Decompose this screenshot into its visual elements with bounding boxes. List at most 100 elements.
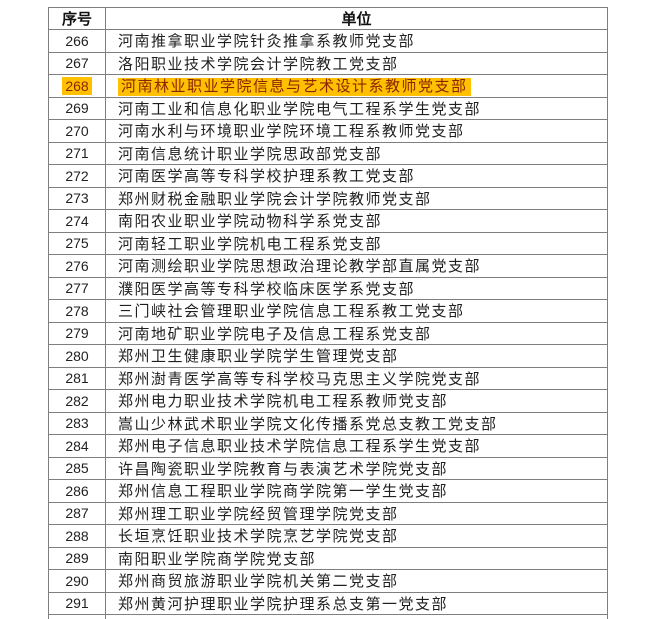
table-row-highlighted: 268 河南林业职业学院信息与艺术设计系教师党支部 [48,74,608,98]
table-row: 272 河南医学高等专科学校护理系教工党支部 [48,164,608,188]
seq-number-cell: 268 [48,74,106,98]
seq-number-cell: 278 [48,299,106,323]
seq-number: 289 [65,550,89,567]
unit-cell: 郑州理工职业学院经贸管理学院党支部 [105,501,608,525]
seq-number: 287 [65,505,89,522]
unit-cell: 郑州电子信息职业技术学院信息工程系学生党支部 [105,434,608,458]
seq-number-cell: 281 [48,366,106,390]
unit-cell: 三门峡社会管理职业学院信息工程系教工党支部 [105,299,608,323]
seq-number: 266 [65,32,89,49]
unit-cell: 洛阳职业技术学院会计学院教工党支部 [105,51,608,75]
table-row: 289 南阳职业学院商学院党支部 [48,546,608,570]
unit-cell: 河南工业和信息化职业学院电气工程系学生党支部 [105,96,608,120]
unit-cell: 郑州信息工程职业学院商学院第一学生党支部 [105,479,608,503]
unit-cell: 濮阳医学高等专科学校临床医学系党支部 [105,276,608,300]
table-row: 284 郑州电子信息职业技术学院信息工程系学生党支部 [48,434,608,458]
seq-number-cell: 283 [48,411,106,435]
table-row: 281 郑州澍青医学高等专科学校马克思主义学院党支部 [48,366,608,390]
unit-name: 河南地矿职业学院电子及信息工程系党支部 [118,326,432,343]
seq-number-cell: 270 [48,119,106,143]
table-row: 274 南阳农业职业学院动物科学系党支部 [48,209,608,233]
table-row-partial [48,614,608,619]
header-seq-number: 序号 [48,7,106,30]
unit-cell: 郑州商贸旅游职业学院机关第二党支部 [105,569,608,593]
unit-name: 濮阳医学高等专科学校临床医学系党支部 [118,281,416,298]
unit-name: 郑州黄河护理职业学院护理系总支第一党支部 [118,596,449,613]
seq-number: 278 [65,302,89,319]
seq-number: 280 [65,347,89,364]
unit-cell: 南阳农业职业学院动物科学系党支部 [105,209,608,233]
seq-number-cell: 286 [48,479,106,503]
table-row: 277 濮阳医学高等专科学校临床医学系党支部 [48,276,608,300]
unit-cell: 河南测绘职业学院思想政治理论教学部直属党支部 [105,254,608,278]
unit-name: 郑州信息工程职业学院商学院第一学生党支部 [118,484,449,501]
seq-number-cell: 290 [48,569,106,593]
unit-cell: 河南林业职业学院信息与艺术设计系教师党支部 [105,74,608,98]
seq-number: 267 [65,55,89,72]
seq-number: 271 [65,145,89,162]
table-row: 271 河南信息统计职业学院思政部党支部 [48,141,608,165]
unit-name: 南阳职业学院商学院党支部 [118,551,317,568]
table-row: 269 河南工业和信息化职业学院电气工程系学生党支部 [48,96,608,120]
seq-number-cell [48,614,106,619]
table-row: 283 嵩山少林武术职业学院文化传播系党总支教工党支部 [48,411,608,435]
seq-number: 276 [65,257,89,274]
unit-cell: 许昌陶瓷职业学院教育与表演艺术学院党支部 [105,456,608,480]
unit-name: 洛阳职业技术学院会计学院教工党支部 [118,56,399,73]
table-row: 290 郑州商贸旅游职业学院机关第二党支部 [48,569,608,593]
table-row: 275 河南轻工职业学院机电工程系党支部 [48,231,608,255]
seq-number: 291 [65,595,89,612]
unit-list-table-container: 序号 单位 266 河南推拿职业学院针灸推拿系教师党支部 267 洛阳职业技术学院会计… [48,7,608,619]
seq-number-cell: 276 [48,254,106,278]
unit-name: 河南林业职业学院信息与艺术设计系教师党支部 [118,78,471,97]
seq-number-cell: 277 [48,276,106,300]
unit-cell: 长垣烹饪职业技术学院烹艺学院党支部 [105,524,608,548]
unit-name: 河南医学高等专科学校护理系教工党支部 [118,169,416,186]
seq-number-cell: 289 [48,546,106,570]
unit-name: 南阳农业职业学院动物科学系党支部 [118,214,383,231]
seq-number-cell: 288 [48,524,106,548]
seq-number-cell: 279 [48,321,106,345]
seq-number: 286 [65,482,89,499]
unit-name: 郑州澍青医学高等专科学校马克思主义学院党支部 [118,371,482,388]
seq-number-cell: 273 [48,186,106,210]
unit-list-table: 序号 单位 266 河南推拿职业学院针灸推拿系教师党支部 267 洛阳职业技术学院会计… [48,7,608,619]
unit-name: 郑州电子信息职业技术学院信息工程系学生党支部 [118,439,482,456]
unit-cell: 郑州财税金融职业学院会计学院教师党支部 [105,186,608,210]
seq-number: 275 [65,235,89,252]
unit-cell: 河南轻工职业学院机电工程系党支部 [105,231,608,255]
unit-name: 嵩山少林武术职业学院文化传播系党总支教工党支部 [118,416,498,433]
table-row: 280 郑州卫生健康职业学院学生管理党支部 [48,344,608,368]
unit-name: 许昌陶瓷职业学院教育与表演艺术学院党支部 [118,461,449,478]
seq-number: 274 [65,212,89,229]
unit-name: 河南信息统计职业学院思政部党支部 [118,146,383,163]
table-row: 282 郑州电力职业技术学院机电工程系教师党支部 [48,389,608,413]
unit-name: 河南水利与环境职业学院环境工程系教师党支部 [118,124,465,141]
unit-cell: 郑州卫生健康职业学院学生管理党支部 [105,344,608,368]
seq-number-cell: 272 [48,164,106,188]
table-row: 287 郑州理工职业学院经贸管理学院党支部 [48,501,608,525]
table-row: 278 三门峡社会管理职业学院信息工程系教工党支部 [48,299,608,323]
seq-number-cell: 274 [48,209,106,233]
table-row: 270 河南水利与环境职业学院环境工程系教师党支部 [48,119,608,143]
seq-number: 273 [65,190,89,207]
table-row: 267 洛阳职业技术学院会计学院教工党支部 [48,51,608,75]
unit-name: 郑州理工职业学院经贸管理学院党支部 [118,506,399,523]
unit-cell: 河南医学高等专科学校护理系教工党支部 [105,164,608,188]
seq-number-cell: 271 [48,141,106,165]
seq-number: 272 [65,167,89,184]
seq-number: 281 [65,370,89,387]
seq-number-cell: 287 [48,501,106,525]
seq-number: 290 [65,572,89,589]
header-unit: 单位 [105,7,608,30]
seq-number-cell: 285 [48,456,106,480]
unit-cell: 南阳职业学院商学院党支部 [105,546,608,570]
unit-cell: 河南信息统计职业学院思政部党支部 [105,141,608,165]
seq-number: 277 [65,280,89,297]
seq-number: 270 [65,122,89,139]
seq-number: 283 [65,415,89,432]
table-row: 288 长垣烹饪职业技术学院烹艺学院党支部 [48,524,608,548]
unit-name: 郑州财税金融职业学院会计学院教师党支部 [118,191,432,208]
seq-number: 268 [62,76,92,95]
unit-name: 郑州卫生健康职业学院学生管理党支部 [118,349,399,366]
